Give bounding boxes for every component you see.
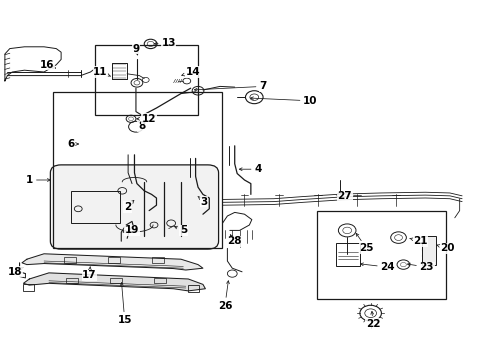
Text: 16: 16 [40,60,56,70]
Bar [421,236,435,265]
Text: 15: 15 [117,283,132,325]
Text: 24: 24 [360,262,394,272]
Text: 2: 2 [123,201,134,212]
Text: 22: 22 [365,311,380,329]
Bar [95,45,198,115]
FancyBboxPatch shape [50,165,218,249]
Text: 10: 10 [250,96,317,106]
Bar [154,278,166,283]
Text: 6: 6 [67,139,78,149]
Text: 12: 12 [137,114,156,124]
Bar [71,191,120,223]
Bar [66,278,78,283]
Bar [110,278,122,283]
Text: 5: 5 [174,225,187,235]
Bar [151,257,163,263]
Bar [188,285,199,292]
Text: 9: 9 [132,44,139,55]
Text: 8: 8 [138,121,145,131]
Text: 25: 25 [355,233,373,253]
Bar [53,92,222,248]
Text: 13: 13 [154,38,176,48]
Bar [23,284,34,291]
Bar [336,243,359,266]
Text: 18: 18 [7,267,23,277]
Text: 27: 27 [337,191,351,201]
Polygon shape [23,273,205,291]
Text: 20: 20 [436,243,454,253]
Text: 7: 7 [194,81,266,91]
Text: 26: 26 [217,281,232,311]
Text: 21: 21 [409,236,427,246]
Text: 19: 19 [123,225,139,235]
Text: 23: 23 [407,262,433,272]
Bar [316,211,445,299]
Text: 17: 17 [82,267,97,280]
Text: 11: 11 [93,67,110,77]
Bar [63,257,76,263]
Text: 14: 14 [182,67,200,77]
Bar [107,257,120,263]
Text: 1: 1 [26,175,50,185]
Text: 4: 4 [239,164,261,174]
Polygon shape [22,254,203,270]
Text: 28: 28 [227,235,242,246]
Text: 3: 3 [198,196,207,207]
